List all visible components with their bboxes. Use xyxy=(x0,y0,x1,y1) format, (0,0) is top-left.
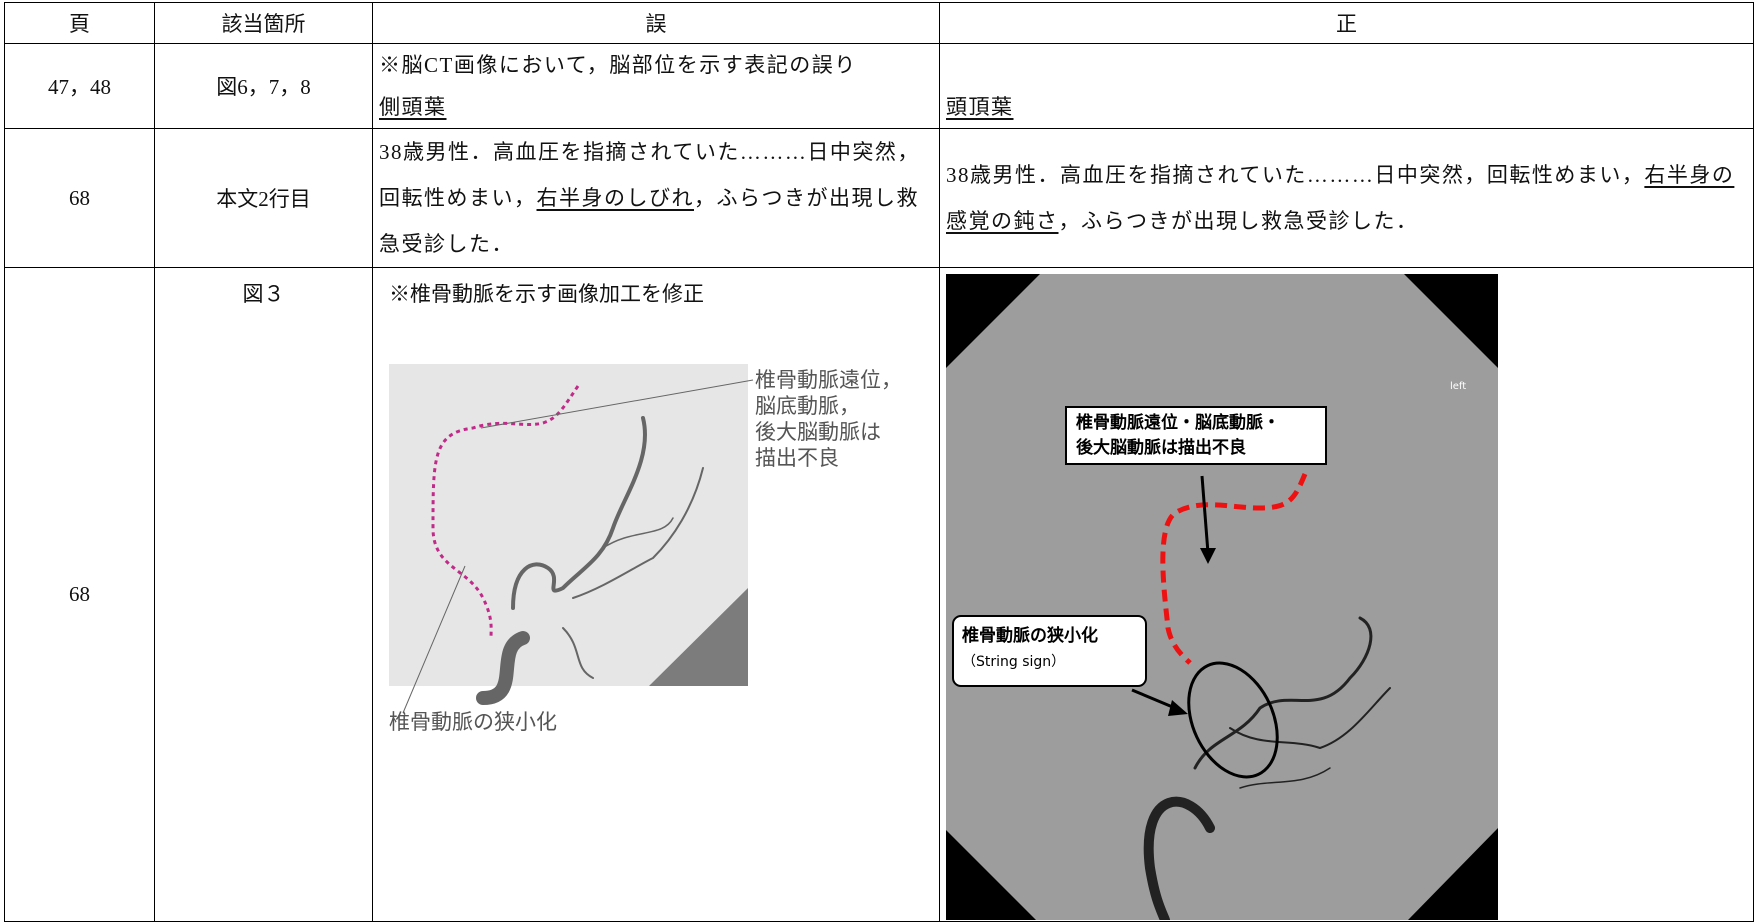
page-cell: 68 xyxy=(4,267,155,922)
text: 38歳男性．高血圧を指摘されていた………日中突然，回転性めまい， xyxy=(946,163,1645,187)
figure-label: 椎骨動脈遠位・脳底動脈・ xyxy=(1075,412,1280,433)
header-cell: 頁 xyxy=(4,2,155,44)
wrong-cell: ※椎骨動脈を示す画像加工を修正 椎骨動脈遠位， 脳底動脈， xyxy=(372,267,940,922)
errata-table: 頁 該当箇所 誤 正 47，48 図6，7，8 ※脳CT画像において，脳部位を示… xyxy=(4,2,1754,922)
wrong-figure: 椎骨動脈遠位， 脳底動脈， 後大脳動脈は 描出不良 椎骨動脈の狭小化 xyxy=(389,364,902,734)
figure-label: 後大脳動脈は描出不良 xyxy=(1076,437,1246,458)
figure-label: 後大脳動脈は xyxy=(755,420,881,444)
text: ，ふらつきが出現し救急受診した． xyxy=(379,186,919,256)
header-cell: 正 xyxy=(939,2,1754,44)
page-cell: 68 xyxy=(4,128,155,268)
correct-cell: 頭頂葉 xyxy=(939,43,1754,129)
header-cell: 該当箇所 xyxy=(154,2,373,44)
correct-term: 頭頂葉 xyxy=(946,95,1014,119)
row: 68 本文2行目 38歳男性．高血圧を指摘されていた………日中突然，回転性めまい… xyxy=(4,128,1754,268)
figure-label: 描出不良 xyxy=(755,446,839,470)
row: 68 図３ ※椎骨動脈を示す画像加工を修正 xyxy=(4,267,1754,922)
location-cell: 図6，7，8 xyxy=(154,43,373,129)
header-cell: 誤 xyxy=(372,2,940,44)
text: ，ふらつきが出現し救急受診した． xyxy=(1058,209,1419,233)
note: ※椎骨動脈を示す画像加工を修正 xyxy=(389,282,704,306)
correct-cell: left 椎骨動脈遠位・脳底動脈・ 後大脳動脈は描出不良 椎骨動脈の狭小化 （S… xyxy=(939,267,1754,922)
figure-label: 椎骨動脈の狭小化 xyxy=(961,625,1098,646)
text: 38歳男性．高血圧を指摘されていた………日中突然，回転性めまい， xyxy=(379,140,920,210)
location-cell: 図３ xyxy=(154,267,373,922)
figure-label: 脳底動脈， xyxy=(755,394,860,418)
correct-cell: 38歳男性．高血圧を指摘されていた………日中突然，回転性めまい，右半身の感覚の鈍… xyxy=(939,128,1754,268)
figure-label: 椎骨動脈遠位， xyxy=(755,368,902,392)
wrong-cell: 38歳男性．高血圧を指摘されていた………日中突然，回転性めまい，右半身のしびれ，… xyxy=(372,128,940,268)
row: 47，48 図6，7，8 ※脳CT画像において，脳部位を示す表記の誤り 側頭葉 … xyxy=(4,43,1754,129)
wrong-phrase: 右半身のしびれ xyxy=(536,186,694,210)
location-cell: 本文2行目 xyxy=(154,128,373,268)
figure-label: （String sign） xyxy=(962,654,1065,670)
wrong-cell: ※脳CT画像において，脳部位を示す表記の誤り 側頭葉 xyxy=(372,43,940,129)
figure-label: 椎骨動脈の狭小化 xyxy=(389,710,557,734)
wrong-term: 側頭葉 xyxy=(379,95,447,119)
page-cell: 47，48 xyxy=(4,43,155,129)
header-row: 頁 該当箇所 誤 正 xyxy=(4,2,1754,44)
correct-figure: left 椎骨動脈遠位・脳底動脈・ 後大脳動脈は描出不良 椎骨動脈の狭小化 （S… xyxy=(946,274,1498,920)
correct-phrase: 右半身の感覚の鈍さ xyxy=(946,163,1735,233)
figure-label: left xyxy=(1450,381,1466,392)
note: ※脳CT画像において，脳部位を示す表記の誤り xyxy=(379,53,857,77)
